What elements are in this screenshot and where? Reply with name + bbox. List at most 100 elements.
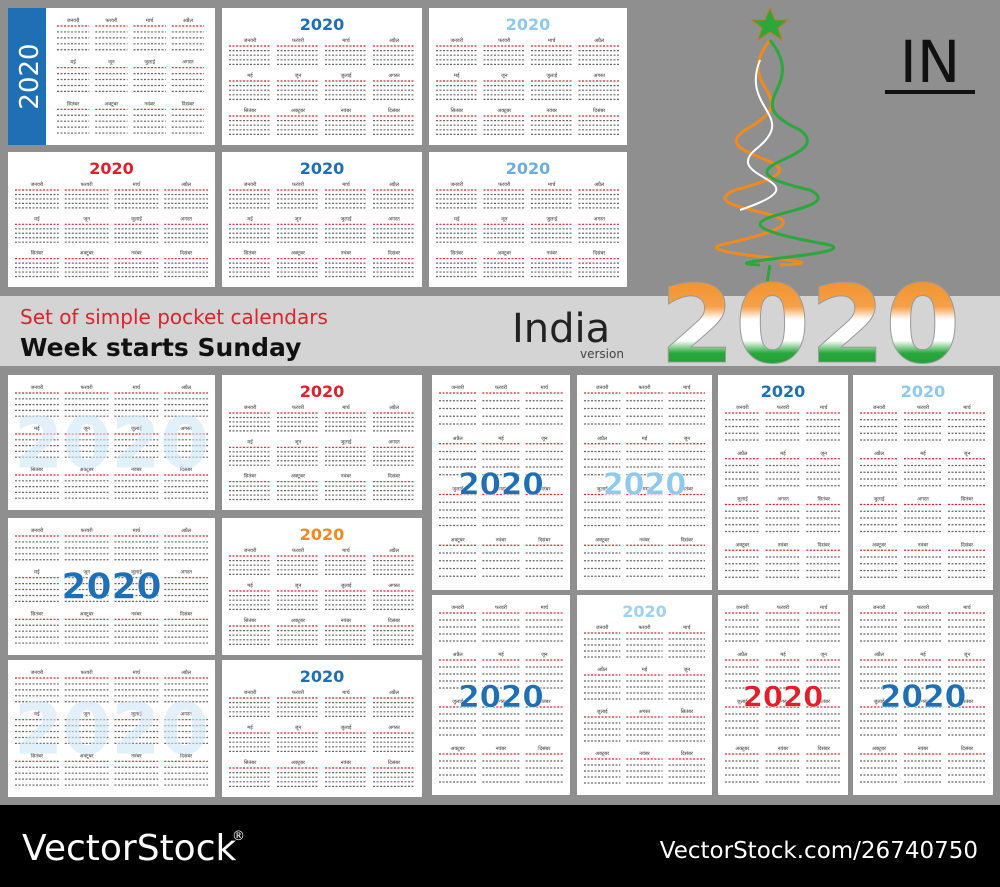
card-year-watermark: 2020 xyxy=(14,689,209,771)
month-name: जुलाई xyxy=(874,496,886,503)
month-name: जून xyxy=(501,73,508,79)
month-name: जुलाई xyxy=(131,425,143,432)
month-name: अगस्त xyxy=(180,426,192,432)
month-name: अप्रैल xyxy=(597,435,608,442)
month-name: जनवरी xyxy=(736,604,749,611)
month-name: जून xyxy=(83,216,90,222)
month-name: दिसंबर xyxy=(961,745,974,752)
card xyxy=(853,595,993,795)
month-name: मई xyxy=(247,724,253,731)
month-name: अप्रैल xyxy=(594,37,605,44)
month-name: नवंबर xyxy=(547,250,558,257)
card xyxy=(8,518,215,655)
month-name: नवंबर xyxy=(144,100,155,107)
month-name: जुलाई xyxy=(341,438,353,445)
month-name: मई xyxy=(642,666,648,673)
month-name: जनवरी xyxy=(244,689,257,696)
footer-brand: VectorStock xyxy=(22,828,237,869)
card xyxy=(222,660,422,797)
month-name: अगस्त xyxy=(495,699,507,705)
month-name: जुलाई xyxy=(597,486,609,493)
month-name: सितंबर xyxy=(681,708,694,715)
month-name: अप्रैल xyxy=(874,450,885,457)
month-name: दिसंबर xyxy=(180,752,193,759)
month-name: अक्टूबर xyxy=(80,467,95,473)
month-name: मई xyxy=(70,59,76,66)
card xyxy=(8,152,215,287)
month-name: अप्रैल xyxy=(389,181,400,188)
month-name: जून xyxy=(684,667,691,673)
month-name: नवंबर xyxy=(341,759,352,766)
month-name: दिसंबर xyxy=(388,107,401,114)
month-name: फरवरी xyxy=(292,181,305,188)
month-name: अक्टूबर xyxy=(735,542,750,548)
month-name: जुलाई xyxy=(131,215,143,222)
month-name: दिसंबर xyxy=(180,466,193,473)
month-name: अप्रैल xyxy=(389,37,400,44)
month-name: जुलाई xyxy=(144,59,156,66)
month-name: जुलाई xyxy=(341,215,353,222)
month-name: मई xyxy=(920,450,926,457)
month-name: मई xyxy=(642,435,648,442)
month-name: मार्च xyxy=(342,37,350,44)
month-name: फरवरी xyxy=(81,181,94,188)
month-name: सितंबर xyxy=(244,250,257,257)
month-name: अगस्त xyxy=(388,583,400,589)
month-name: जनवरी xyxy=(736,404,749,411)
month-name: अप्रैल xyxy=(181,527,192,534)
month-name: जून xyxy=(820,652,827,658)
card xyxy=(429,152,627,287)
month-name: मार्च xyxy=(683,624,691,631)
month-name: सितंबर xyxy=(961,698,974,705)
card xyxy=(432,595,570,795)
month-name: जनवरी xyxy=(450,181,463,188)
month-name: जून xyxy=(295,216,302,222)
month-name: दिसंबर xyxy=(818,745,831,752)
month-name: जुलाई xyxy=(546,215,558,222)
month-name: नवंबर xyxy=(496,745,507,752)
month-name: मई xyxy=(454,72,460,79)
card xyxy=(577,595,712,795)
month-name: अक्टूबर xyxy=(451,537,466,543)
month-name: जनवरी xyxy=(450,37,463,44)
month-name: जुलाई xyxy=(597,708,609,715)
month-name: अक्टूबर xyxy=(80,251,95,257)
card xyxy=(222,375,422,510)
footer-registered: ® xyxy=(232,829,245,844)
card xyxy=(222,152,422,287)
month-name: अक्टूबर xyxy=(291,474,306,480)
month-name: अगस्त xyxy=(917,699,929,705)
month-name: अप्रैल xyxy=(737,450,748,457)
month-name: मई xyxy=(498,435,504,442)
month-name: मार्च xyxy=(133,669,141,676)
month-name: फरवरी xyxy=(81,384,94,391)
month-name: मार्च xyxy=(133,527,141,534)
month-name: मई xyxy=(498,651,504,658)
month-name: अगस्त xyxy=(917,497,929,503)
big-year: 2020 xyxy=(660,263,961,388)
month-name: अक्टूबर xyxy=(80,611,95,617)
month-name: सितंबर xyxy=(31,250,44,257)
subtitle-line2: Week starts Sunday xyxy=(20,333,301,362)
month-name: मार्च xyxy=(342,181,350,188)
month-name: जनवरी xyxy=(244,547,257,554)
month-name: अगस्त xyxy=(388,439,400,445)
month-name: जून xyxy=(295,73,302,79)
month-name: फरवरी xyxy=(498,181,511,188)
month-name: सितंबर xyxy=(31,610,44,617)
month-name: सितंबर xyxy=(67,100,80,107)
month-name: जून xyxy=(295,725,302,731)
month-name: सितंबर xyxy=(244,473,257,480)
month-name: मार्च xyxy=(548,37,556,44)
card-year: 2020 xyxy=(458,680,543,715)
month-name: अक्टूबर xyxy=(497,251,512,257)
month-name: मई xyxy=(247,438,253,445)
month-name: जून xyxy=(295,439,302,445)
month-name: दिसंबर xyxy=(538,745,551,752)
month-name: फरवरी xyxy=(81,527,94,534)
month-name: जनवरी xyxy=(31,669,44,676)
month-name: दिसंबर xyxy=(180,610,193,617)
month-name: जून xyxy=(541,652,548,658)
month-name: जनवरी xyxy=(244,37,257,44)
month-name: मई xyxy=(454,215,460,222)
